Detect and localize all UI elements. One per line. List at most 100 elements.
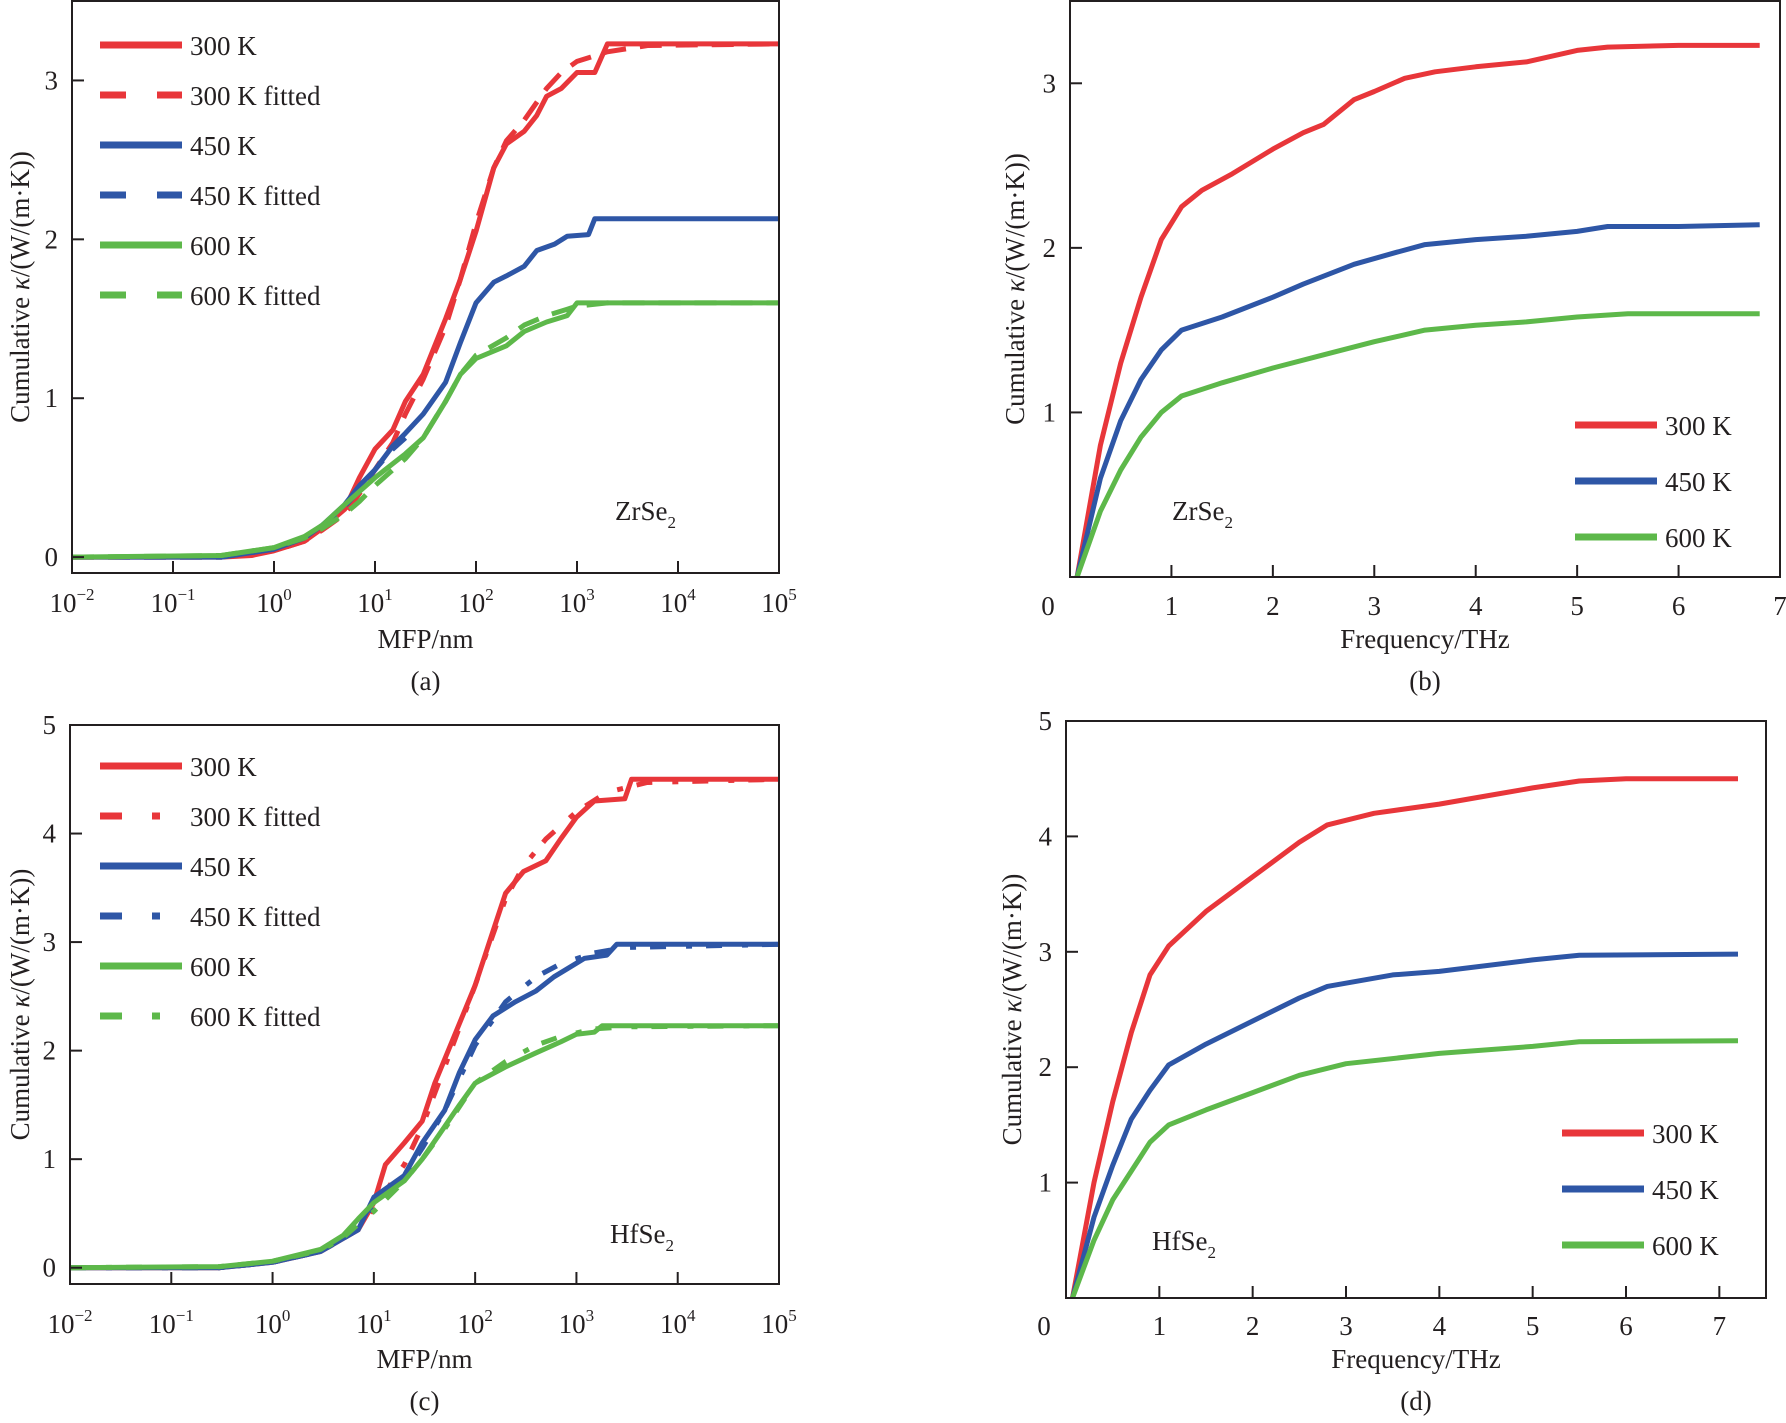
y-label-units: /(W/(m·K)) — [1000, 153, 1030, 279]
legend-label: 450 K — [190, 131, 257, 161]
y-label-kappa: κ — [1000, 278, 1030, 292]
y-tick-label: 3 — [1039, 937, 1053, 967]
series-line-600-k-fitted — [70, 1023, 779, 1271]
y-tick-label: 2 — [45, 224, 59, 254]
series-line-300-k — [1074, 42, 1760, 577]
legend-label: 600 K — [1665, 523, 1732, 553]
x-tick-label: 7 — [1713, 1311, 1727, 1341]
tick-exponent: −2 — [74, 1306, 92, 1325]
legend-label: 450 K fitted — [190, 181, 321, 211]
y-tick-label: 4 — [43, 819, 57, 849]
x-tick-label: 5 — [1570, 591, 1584, 621]
y-tick-label: 3 — [1043, 68, 1057, 98]
material-label: HfSe2 — [1152, 1226, 1216, 1262]
x-tick-label: 2 — [1266, 591, 1280, 621]
x-tick-label: 0 — [1041, 591, 1055, 621]
y-label-kappa: κ — [5, 276, 35, 290]
x-axis-label: MFP/nm — [377, 624, 473, 654]
y-tick-label: 0 — [45, 542, 59, 572]
tick-exponent: 1 — [384, 585, 393, 604]
series-line-450-k — [1074, 222, 1760, 577]
series-line-600-k-fitted — [72, 300, 779, 560]
x-axis-label: Frequency/THz — [1331, 1344, 1500, 1374]
tick-exponent: 2 — [484, 1306, 493, 1325]
panel-caption: (a) — [411, 666, 441, 696]
tick-base: 10 — [559, 588, 586, 618]
material-label: ZrSe2 — [615, 496, 676, 532]
material-base: HfSe — [610, 1219, 666, 1249]
x-tick-label: 105 — [761, 585, 797, 618]
x-tick-label: 10−1 — [150, 585, 195, 618]
y-axis-label: Cumulative κ/(W/(m·K)) — [997, 874, 1027, 1146]
legend-label: 300 K fitted — [190, 81, 321, 111]
legend: 300 K 450 K 600 K — [1562, 1119, 1719, 1261]
y-axis-label: Cumulative κ/(W/(m·K)) — [1000, 153, 1030, 425]
tick-base: 10 — [457, 1309, 484, 1339]
tick-exponent: −2 — [76, 585, 94, 604]
tick-exponent: 1 — [383, 1306, 392, 1325]
legend: 300 K 300 K fitted 450 K 450 K fitted 600 K 6… — [100, 31, 321, 311]
y-label-prefix: Cumulative — [1000, 292, 1030, 425]
material-base: HfSe — [1152, 1226, 1208, 1256]
x-tick-label: 10−2 — [49, 585, 94, 618]
x-tick-label: 104 — [660, 585, 696, 618]
x-tick-label: 2 — [1246, 1311, 1260, 1341]
y-label-kappa: κ — [5, 994, 35, 1008]
tick-base: 10 — [458, 588, 485, 618]
y-label-prefix: Cumulative — [5, 290, 35, 423]
y-label-units: /(W/(m·K)) — [997, 874, 1027, 1000]
series-group — [1074, 42, 1760, 577]
x-tick-label: 101 — [356, 1306, 392, 1339]
y-label-prefix: Cumulative — [5, 1008, 35, 1141]
plot-frame — [1069, 0, 1781, 578]
series-line-450-k — [1070, 951, 1739, 1298]
x-tick-label: 10−1 — [149, 1306, 194, 1339]
legend-label: 450 K — [1665, 467, 1732, 497]
tick-base: 10 — [150, 588, 177, 618]
y-tick-label: 1 — [45, 383, 59, 413]
y-tick-label: 2 — [1043, 233, 1057, 263]
material-subscript: 2 — [1208, 1243, 1217, 1262]
x-tick-label: 1 — [1153, 1311, 1167, 1341]
y-label-units: /(W/(m·K)) — [5, 869, 35, 995]
tick-base: 10 — [49, 588, 76, 618]
y-tick-label: 0 — [43, 1253, 57, 1283]
material-subscript: 2 — [1224, 513, 1233, 532]
x-tick-label: 5 — [1526, 1311, 1540, 1341]
material-subscript: 2 — [666, 1236, 675, 1255]
series-group — [1070, 776, 1739, 1298]
y-label-units: /(W/(m·K)) — [5, 151, 35, 277]
y-tick-label: 2 — [1039, 1052, 1053, 1082]
x-tick-label: 6 — [1672, 591, 1686, 621]
series-group — [70, 776, 779, 1271]
x-tick-label: 105 — [761, 1306, 797, 1339]
y-tick-label: 4 — [1039, 821, 1053, 851]
tick-exponent: 3 — [586, 585, 595, 604]
material-base: ZrSe — [615, 496, 668, 526]
x-axis-label: MFP/nm — [376, 1344, 472, 1374]
x-tick-label: 10−2 — [47, 1306, 92, 1339]
tick-exponent: 4 — [687, 1306, 696, 1325]
y-tick-label: 3 — [43, 927, 57, 957]
legend-label: 450 K — [1652, 1175, 1719, 1205]
tick-exponent: 3 — [586, 1306, 595, 1325]
material-label: HfSe2 — [610, 1219, 674, 1255]
tick-exponent: 2 — [485, 585, 494, 604]
legend-label: 600 K fitted — [190, 1002, 321, 1032]
x-tick-label: 4 — [1433, 1311, 1447, 1341]
y-axis-label: Cumulative κ/(W/(m·K)) — [5, 869, 35, 1141]
y-label-kappa: κ — [997, 999, 1027, 1013]
series-line-450-k — [70, 941, 779, 1271]
legend: 300 K 450 K 600 K — [1575, 411, 1732, 553]
x-tick-label: 103 — [559, 585, 595, 618]
y-tick-label: 5 — [43, 710, 57, 740]
panel-caption: (d) — [1400, 1386, 1431, 1416]
tick-exponent: 0 — [283, 585, 292, 604]
legend-label: 300 K — [190, 752, 257, 782]
plot-frame — [69, 724, 780, 1285]
legend-label: 600 K fitted — [190, 281, 321, 311]
legend-label: 600 K — [190, 231, 257, 261]
y-tick-label: 1 — [43, 1144, 57, 1174]
legend-label: 600 K — [190, 952, 257, 982]
